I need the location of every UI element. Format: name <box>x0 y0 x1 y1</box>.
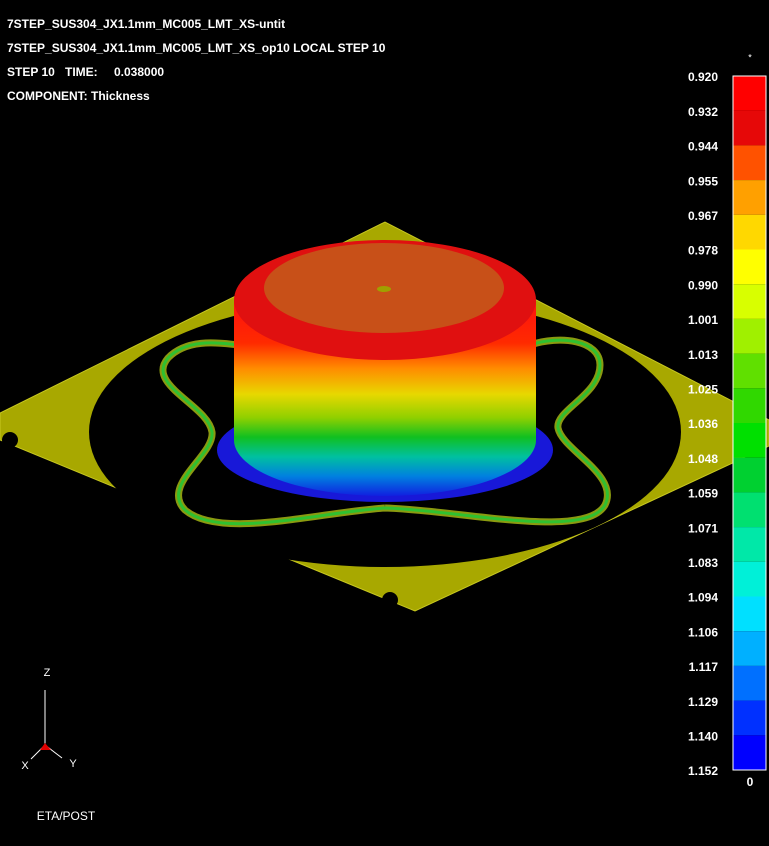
component: COMPONENT: Thickness <box>7 89 150 103</box>
legend-label: 0.932 <box>688 105 718 119</box>
legend-label: 1.083 <box>688 556 718 570</box>
legend-label: 1.071 <box>688 521 718 535</box>
legend-top-marker: * <box>748 52 752 62</box>
legend-bin <box>733 284 766 319</box>
legend-bin <box>733 492 766 528</box>
part-model <box>0 221 769 612</box>
legend-label: 1.129 <box>688 695 718 709</box>
legend-bin <box>733 249 766 285</box>
time-label: TIME: <box>65 65 98 79</box>
legend-label: 0.920 <box>688 70 718 84</box>
legend-label: 1.036 <box>688 417 718 431</box>
model-name: 7STEP_SUS304_JX1.1mm_MC005_LMT_XS-untit <box>7 17 285 31</box>
legend-bin <box>733 76 766 111</box>
legend-bin <box>733 596 766 632</box>
pilot-hole <box>382 592 398 608</box>
legend-bin <box>733 735 766 770</box>
legend-label: 1.001 <box>688 313 718 327</box>
legend-label: 1.025 <box>688 382 718 396</box>
legend-bottom-marker: 0 <box>747 775 754 789</box>
legend-bin <box>733 700 766 736</box>
pilot-hole <box>2 432 18 448</box>
color-legend: * 0 0.920 0.932 0.944 0.955 0.967 0.978 0.990 1… <box>688 52 767 789</box>
y-label: Y <box>69 758 77 770</box>
legend-label: 1.059 <box>688 487 718 501</box>
legend-label: 1.013 <box>688 348 718 362</box>
legend-bin <box>733 527 766 562</box>
step-name: 7STEP_SUS304_JX1.1mm_MC005_LMT_XS_op10 L… <box>7 41 386 55</box>
center-dot <box>377 286 391 292</box>
legend-bin <box>733 353 766 389</box>
flange-edge-highlight <box>161 338 609 526</box>
legend-bin <box>733 423 766 458</box>
legend-bin <box>733 457 766 493</box>
legend-label: 0.990 <box>688 278 718 292</box>
legend-label: 1.094 <box>688 591 718 605</box>
legend-label: 0.967 <box>688 209 718 223</box>
legend-label: 1.106 <box>688 625 718 639</box>
legend-label: 0.944 <box>688 140 718 154</box>
legend-label: 0.978 <box>688 244 718 258</box>
legend-bin <box>733 318 766 354</box>
legend-bin <box>733 145 766 181</box>
time-value: 0.038000 <box>114 65 164 79</box>
footer: ETA/POST <box>37 809 96 823</box>
legend-bin <box>733 180 766 215</box>
legend-bin <box>733 214 766 250</box>
z-label: Z <box>44 667 51 679</box>
legend-bin <box>733 631 766 666</box>
legend-bin <box>733 561 766 597</box>
legend-bin <box>733 388 766 423</box>
legend-frame <box>732 75 767 771</box>
legend-label: 1.048 <box>688 452 718 466</box>
triad-origin <box>40 743 51 750</box>
step: STEP 10 <box>7 65 55 79</box>
x-label: X <box>21 760 29 772</box>
legend-label: 1.117 <box>689 660 719 674</box>
legend-label: 0.955 <box>688 174 718 188</box>
legend-bin <box>733 665 766 701</box>
legend-label: 1.152 <box>688 764 718 778</box>
legend-label: 1.140 <box>688 729 718 743</box>
legend-bin <box>733 110 766 146</box>
axis-triad: Z X Y <box>21 667 77 772</box>
